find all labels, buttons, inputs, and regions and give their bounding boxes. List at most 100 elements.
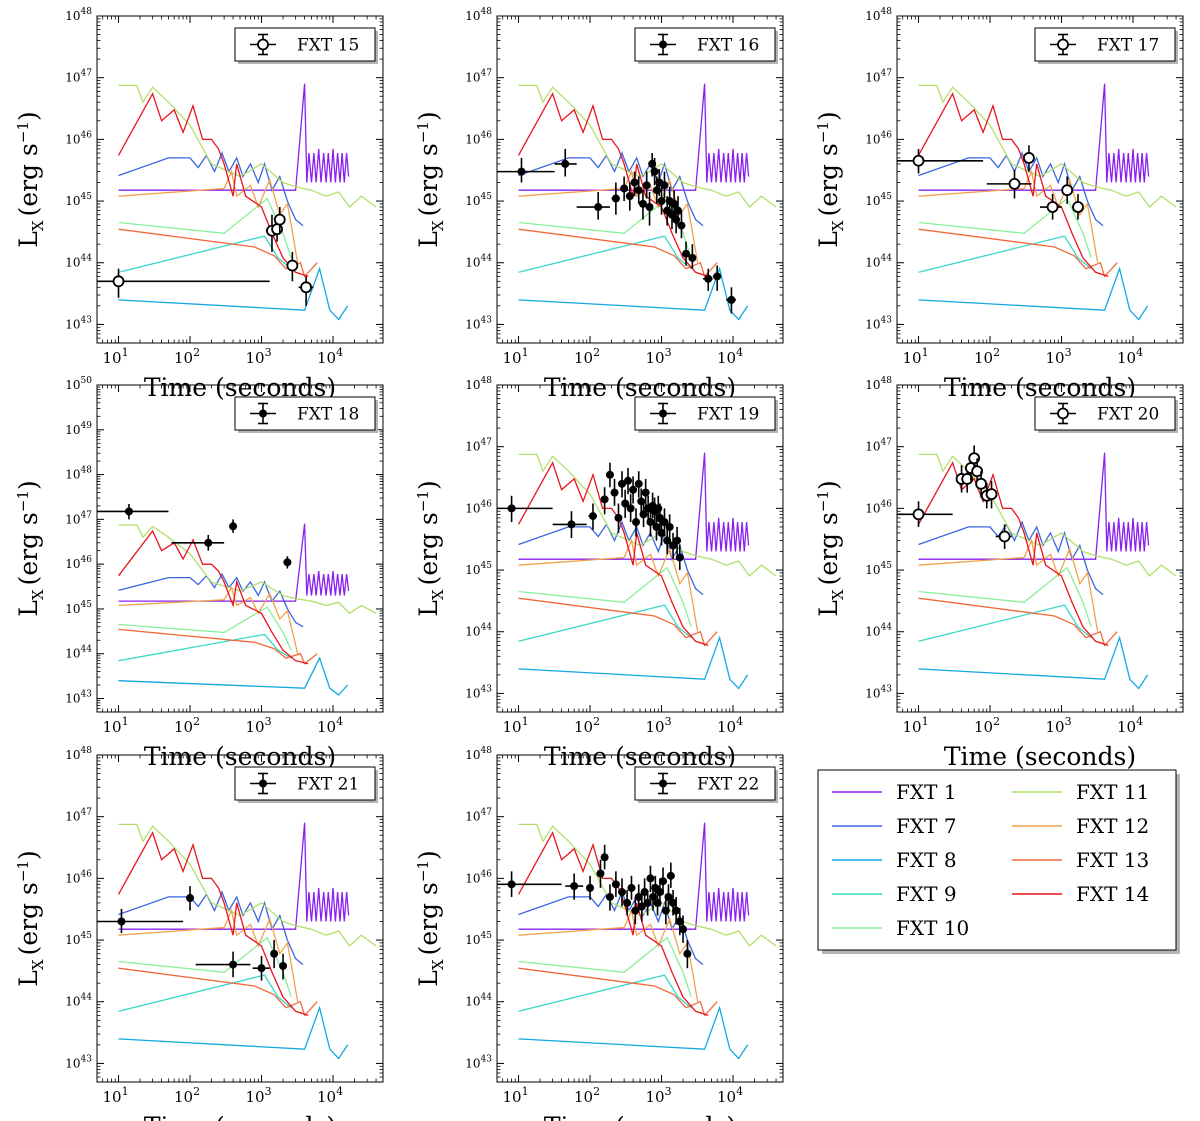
legend-title: FXT 16 xyxy=(697,36,759,56)
data-point xyxy=(664,892,673,901)
data-point xyxy=(640,888,649,897)
y-axis-label-unit: (erg s xyxy=(14,512,43,585)
y-tick-label: 1043 xyxy=(465,315,492,331)
data-point xyxy=(675,553,684,562)
y-tick-label: 1045 xyxy=(65,192,92,208)
data-point xyxy=(971,465,984,478)
legend-marker xyxy=(1057,38,1069,51)
x-tick-label: 101 xyxy=(902,346,928,367)
data-point xyxy=(611,194,620,203)
data-point xyxy=(617,888,626,897)
data-points xyxy=(97,504,292,569)
curve-fxt-10 xyxy=(918,566,1092,628)
y-axis-label-main: L xyxy=(414,970,443,987)
legend-fxt-7-label: FXT 7 xyxy=(896,814,957,838)
data-point xyxy=(665,522,674,531)
y-tick-label: 1043 xyxy=(65,690,92,706)
legend-marker xyxy=(1057,407,1069,420)
reference-curves xyxy=(117,523,377,696)
x-tick-label: 104 xyxy=(317,346,343,367)
reference-curves xyxy=(517,452,777,690)
y-tick-label: 1044 xyxy=(65,254,92,270)
legend-fxt-14-label: FXT 14 xyxy=(1076,882,1149,906)
data-point xyxy=(912,154,925,167)
x-tick-label: 104 xyxy=(317,715,343,736)
y-tick-label: 1048 xyxy=(865,7,892,23)
curve-fxt-8 xyxy=(118,266,349,321)
data-point xyxy=(646,874,655,883)
y-axis-label-sub: X xyxy=(429,220,447,231)
y-tick-label: 1047 xyxy=(465,808,492,824)
y-axis-label-close: ) xyxy=(14,850,43,860)
y-axis-label-unit: (erg s xyxy=(814,143,843,216)
y-tick-label: 1046 xyxy=(865,499,892,515)
y-axis-label-close: ) xyxy=(414,480,443,490)
x-tick-label: 101 xyxy=(502,346,528,367)
curve-fxt-9 xyxy=(118,235,292,273)
y-axis-label-sub: X xyxy=(829,589,847,600)
x-tick-label: 104 xyxy=(717,346,743,367)
x-tick-label: 102 xyxy=(174,346,200,367)
data-point xyxy=(660,518,669,527)
curve-fxt-10 xyxy=(118,606,292,651)
curve-fxt-11 xyxy=(118,524,377,615)
data-point xyxy=(627,883,636,892)
data-point xyxy=(683,949,692,958)
data-point xyxy=(677,221,686,230)
data-point xyxy=(670,199,679,208)
data-point xyxy=(600,853,609,862)
y-axis-label-exp: −1 xyxy=(414,860,432,882)
curve-fxt-12 xyxy=(918,169,1099,263)
x-tick-label: 102 xyxy=(174,1085,200,1106)
x-tick-label: 104 xyxy=(317,1085,343,1106)
data-point xyxy=(1072,201,1084,213)
data-point xyxy=(688,253,697,262)
data-point xyxy=(975,477,987,490)
y-tick-label: 1043 xyxy=(65,315,92,331)
curve-fxt-11 xyxy=(118,84,377,208)
y-tick-label: 1043 xyxy=(65,1054,92,1070)
y-axis-label-exp: −1 xyxy=(414,121,432,143)
y-tick-label: 1043 xyxy=(865,315,892,331)
curve-fxt-9 xyxy=(118,633,292,662)
data-point xyxy=(624,476,633,485)
y-axis-label-sub: X xyxy=(429,589,447,600)
y-tick-label: 1045 xyxy=(465,931,492,947)
curve-fxt-8 xyxy=(118,656,349,696)
y-tick-label: 1043 xyxy=(465,684,492,700)
y-tick-label: 1048 xyxy=(65,746,92,762)
legend-fxt-10-label: FXT 10 xyxy=(896,916,969,940)
y-axis-label-close: ) xyxy=(814,111,843,121)
data-point xyxy=(642,181,651,190)
y-axis-label-close: ) xyxy=(14,111,43,121)
data-point xyxy=(657,528,666,537)
data-point xyxy=(961,473,974,485)
curve-fxt-12 xyxy=(518,169,699,263)
panel-fxt-20: 1043 1044 1045 1046 1047 1048 101 102 103 104 Time… xyxy=(814,376,1184,771)
legend-box xyxy=(1034,27,1176,62)
data-point xyxy=(279,961,288,970)
curve-fxt-13 xyxy=(918,597,1118,647)
curves-legend: FXT 1 FXT 7 FXT 8 FXT 9 FXT 10 FXT 11 FXT 12 FX… xyxy=(817,769,1180,954)
x-axis-label: Time (seconds) xyxy=(544,1112,736,1121)
data-point xyxy=(561,159,570,168)
y-tick-label: 1045 xyxy=(65,600,92,616)
curve-fxt-13 xyxy=(518,228,718,278)
data-point xyxy=(672,215,681,224)
data-point xyxy=(638,199,647,208)
data-point xyxy=(229,960,238,969)
y-axis-label-close: ) xyxy=(414,111,443,121)
y-tick-label: 1044 xyxy=(65,993,92,1009)
curve-fxt-14 xyxy=(117,92,309,278)
legend-title: FXT 22 xyxy=(697,775,759,795)
y-axis-label-exp: −1 xyxy=(814,121,832,143)
y-tick-label: 1045 xyxy=(865,561,892,577)
curve-fxt-9 xyxy=(518,974,692,1012)
curve-fxt-12 xyxy=(118,586,299,654)
x-tick-label: 101 xyxy=(102,715,128,736)
y-axis-label: LX (erg s−1) xyxy=(14,480,47,616)
data-point xyxy=(659,877,668,886)
y-axis-label-close: ) xyxy=(14,480,43,490)
y-tick-label: 1044 xyxy=(65,645,92,661)
data-point xyxy=(641,488,650,497)
